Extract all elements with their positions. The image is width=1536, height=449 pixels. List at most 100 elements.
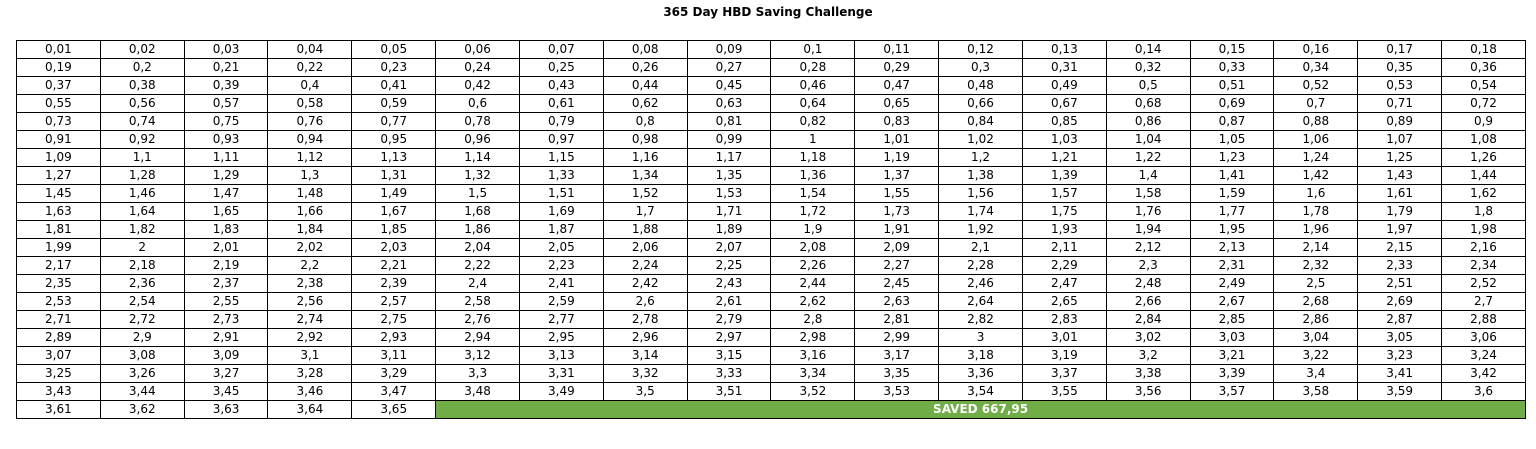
- table-cell[interactable]: 2,12: [1105, 238, 1191, 257]
- table-cell[interactable]: 3,15: [686, 346, 772, 365]
- table-cell[interactable]: 2,27: [854, 256, 940, 275]
- table-cell[interactable]: 2,57: [351, 292, 437, 311]
- table-cell[interactable]: 2,54: [99, 292, 185, 311]
- table-cell[interactable]: 1,44: [1441, 166, 1526, 185]
- table-cell[interactable]: 1,82: [99, 220, 185, 239]
- table-cell[interactable]: 1,49: [351, 184, 437, 203]
- table-cell[interactable]: 3,53: [854, 382, 940, 401]
- table-cell[interactable]: 0,65: [854, 94, 940, 113]
- table-cell[interactable]: 0,95: [351, 130, 437, 149]
- table-cell[interactable]: 0,09: [686, 40, 772, 59]
- table-cell[interactable]: 1,55: [854, 184, 940, 203]
- table-cell[interactable]: 2,9: [99, 328, 185, 347]
- table-cell[interactable]: 3,3: [435, 364, 520, 383]
- table-cell[interactable]: 0,05: [351, 40, 437, 59]
- table-cell[interactable]: 2,77: [518, 310, 604, 329]
- table-cell[interactable]: 3,65: [351, 400, 437, 419]
- table-cell[interactable]: 3,21: [1189, 346, 1275, 365]
- table-cell[interactable]: 0,32: [1105, 58, 1191, 77]
- table-cell[interactable]: 2,2: [267, 256, 353, 275]
- table-cell[interactable]: 0,29: [854, 58, 940, 77]
- table-cell[interactable]: 0,68: [1105, 94, 1191, 113]
- table-cell[interactable]: 1,24: [1273, 148, 1359, 167]
- table-cell[interactable]: 1,8: [1441, 202, 1526, 221]
- table-cell[interactable]: 1,41: [1189, 166, 1275, 185]
- table-cell[interactable]: 3,55: [1021, 382, 1107, 401]
- table-cell[interactable]: 3,44: [99, 382, 185, 401]
- table-cell[interactable]: 0,56: [99, 94, 185, 113]
- table-cell[interactable]: 1,45: [16, 184, 101, 203]
- table-cell[interactable]: 3,59: [1357, 382, 1443, 401]
- table-cell[interactable]: 3,51: [686, 382, 772, 401]
- table-cell[interactable]: 2,53: [16, 292, 101, 311]
- table-cell[interactable]: 1,69: [518, 202, 604, 221]
- table-cell[interactable]: 1,78: [1273, 202, 1359, 221]
- table-cell[interactable]: 3,11: [351, 346, 437, 365]
- table-cell[interactable]: 2,56: [267, 292, 353, 311]
- table-cell[interactable]: 3,22: [1273, 346, 1359, 365]
- table-cell[interactable]: 2,67: [1189, 292, 1275, 311]
- table-cell[interactable]: 1,87: [518, 220, 604, 239]
- table-cell[interactable]: 0,77: [351, 112, 437, 131]
- table-cell[interactable]: 0,14: [1105, 40, 1191, 59]
- table-cell[interactable]: 0,28: [770, 58, 856, 77]
- table-cell[interactable]: 1,25: [1357, 148, 1443, 167]
- table-cell[interactable]: 0,23: [351, 58, 437, 77]
- table-cell[interactable]: 1,64: [99, 202, 185, 221]
- table-cell[interactable]: 0,03: [183, 40, 269, 59]
- table-cell[interactable]: 3,13: [518, 346, 604, 365]
- table-cell[interactable]: 1,38: [938, 166, 1023, 185]
- table-cell[interactable]: 3,41: [1357, 364, 1443, 383]
- table-cell[interactable]: 0,38: [99, 76, 185, 95]
- table-cell[interactable]: 0,07: [518, 40, 604, 59]
- table-cell[interactable]: 1,29: [183, 166, 269, 185]
- table-cell[interactable]: 2,38: [267, 274, 353, 293]
- table-cell[interactable]: 0,49: [1021, 76, 1107, 95]
- table-cell[interactable]: 1: [770, 130, 856, 149]
- table-cell[interactable]: 2,97: [686, 328, 772, 347]
- table-cell[interactable]: 2,82: [938, 310, 1023, 329]
- table-cell[interactable]: 2,43: [686, 274, 772, 293]
- table-cell[interactable]: 1,48: [267, 184, 353, 203]
- table-cell[interactable]: 0,94: [267, 130, 353, 149]
- table-cell[interactable]: 0,87: [1189, 112, 1275, 131]
- table-cell[interactable]: 1,18: [770, 148, 856, 167]
- table-cell[interactable]: 2,59: [518, 292, 604, 311]
- table-cell[interactable]: 1,52: [602, 184, 688, 203]
- table-cell[interactable]: 2,34: [1441, 256, 1526, 275]
- table-cell[interactable]: 0,1: [770, 40, 856, 59]
- table-cell[interactable]: 3,25: [16, 364, 101, 383]
- table-cell[interactable]: 0,96: [435, 130, 520, 149]
- table-cell[interactable]: 2,72: [99, 310, 185, 329]
- table-cell[interactable]: 1,51: [518, 184, 604, 203]
- table-cell[interactable]: 1,95: [1189, 220, 1275, 239]
- table-cell[interactable]: 1,91: [854, 220, 940, 239]
- table-cell[interactable]: 3,54: [938, 382, 1023, 401]
- table-cell[interactable]: 1,43: [1357, 166, 1443, 185]
- table-cell[interactable]: 2,88: [1441, 310, 1526, 329]
- table-cell[interactable]: 3,08: [99, 346, 185, 365]
- table-cell[interactable]: 0,43: [518, 76, 604, 95]
- table-cell[interactable]: 3,6: [1441, 382, 1526, 401]
- table-cell[interactable]: 1,86: [435, 220, 520, 239]
- table-cell[interactable]: 1,84: [267, 220, 353, 239]
- table-cell[interactable]: 3,49: [518, 382, 604, 401]
- table-cell[interactable]: 2,14: [1273, 238, 1359, 257]
- table-cell[interactable]: 1,88: [602, 220, 688, 239]
- table-cell[interactable]: 3,19: [1021, 346, 1107, 365]
- table-cell[interactable]: 2,09: [854, 238, 940, 257]
- table-cell[interactable]: 2,47: [1021, 274, 1107, 293]
- table-cell[interactable]: 2,94: [435, 328, 520, 347]
- table-cell[interactable]: 3,5: [602, 382, 688, 401]
- table-cell[interactable]: 0,98: [602, 130, 688, 149]
- table-cell[interactable]: 0,72: [1441, 94, 1526, 113]
- table-cell[interactable]: 0,19: [16, 58, 101, 77]
- table-cell[interactable]: 1,59: [1189, 184, 1275, 203]
- table-cell[interactable]: 3,47: [351, 382, 437, 401]
- table-cell[interactable]: 2,99: [854, 328, 940, 347]
- table-cell[interactable]: 3,34: [770, 364, 856, 383]
- table-cell[interactable]: 0,44: [602, 76, 688, 95]
- table-cell[interactable]: 1,57: [1021, 184, 1107, 203]
- table-cell[interactable]: 0,79: [518, 112, 604, 131]
- table-cell[interactable]: 1,66: [267, 202, 353, 221]
